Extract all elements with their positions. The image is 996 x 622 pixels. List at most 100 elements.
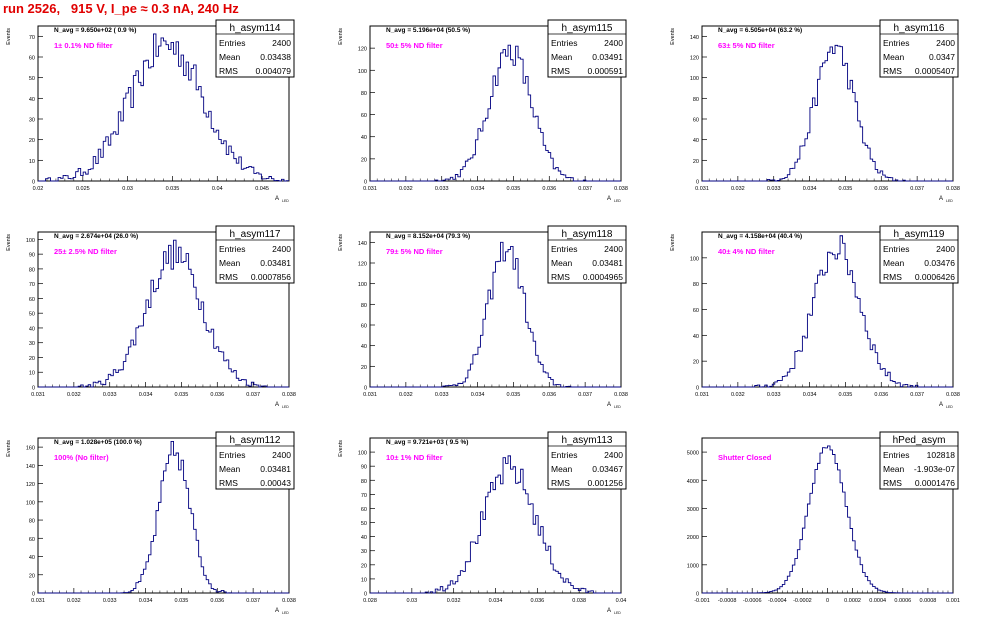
x-tick-label: 0.02 <box>33 186 44 192</box>
x-axis-title-subscript: LED <box>946 405 953 409</box>
y-tick-label: 80 <box>693 97 699 103</box>
n-avg-label: N_avg = 5.196e+04 (50.5 %) <box>386 27 470 34</box>
y-tick-label: 120 <box>358 262 367 268</box>
y-tick-label: 40 <box>693 334 699 340</box>
x-tick-label: -0.001 <box>694 598 710 604</box>
x-tick-label: 0.038 <box>946 186 960 192</box>
stats-value: 0.001256 <box>588 478 624 488</box>
x-tick-label: 0.034 <box>139 598 153 604</box>
x-tick-label: 0.038 <box>572 598 586 604</box>
y-tick-label: 30 <box>361 549 367 555</box>
stats-value: 0.03481 <box>592 258 623 268</box>
y-tick-label: 80 <box>361 479 367 485</box>
y-tick-label: 60 <box>361 113 367 119</box>
stats-label: Mean <box>883 258 905 268</box>
stats-label: RMS <box>883 66 902 76</box>
histogram-name: h_asym115 <box>562 23 613 34</box>
histogram-line <box>38 239 289 388</box>
x-axis-title: A <box>607 196 611 202</box>
y-axis-title: Events <box>670 28 676 45</box>
stats-value: 2400 <box>272 450 291 460</box>
chart-panel-h_asym119: 0 20 40 60 80 100 0.031 0.032 0.033 0.034 0.035 0.0… <box>670 225 960 409</box>
stats-box <box>215 19 295 78</box>
stats-value: 2400 <box>604 38 623 48</box>
x-axis-title-subscript: LED <box>946 199 953 203</box>
y-tick-label: 0 <box>364 180 367 186</box>
x-tick-label: 0.032 <box>731 392 745 398</box>
filter-annotation: 1± 0.1% ND filter <box>54 41 113 50</box>
stats-label: Mean <box>551 464 573 474</box>
x-tick-label: 0.04 <box>616 598 627 604</box>
x-tick-label: 0.033 <box>435 186 449 192</box>
plot-frame <box>369 231 622 388</box>
y-tick-label: 10 <box>361 577 367 583</box>
y-tick-label: 0 <box>32 592 35 598</box>
stats-label: Mean <box>551 258 573 268</box>
n-avg-label: N_avg = 1.028e+05 (100.0 %) <box>54 439 142 446</box>
x-tick-label: 0.03 <box>406 598 417 604</box>
filter-annotation: Shutter Closed <box>718 453 772 462</box>
y-tick-label: 80 <box>693 282 699 288</box>
stats-value: 0.0001476 <box>915 478 955 488</box>
x-tick-label: 0.03 <box>122 186 133 192</box>
x-tick-label: 0.035 <box>175 598 189 604</box>
y-tick-label: 60 <box>693 118 699 124</box>
y-tick-label: 60 <box>693 308 699 314</box>
stats-value: 0.03491 <box>592 52 623 62</box>
y-tick-label: 50 <box>361 521 367 527</box>
x-tick-label: 0.032 <box>399 392 413 398</box>
y-tick-label: 60 <box>29 297 35 303</box>
y-tick-label: 50 <box>29 76 35 82</box>
stats-label: Entries <box>551 38 577 48</box>
plot-frame <box>37 231 290 388</box>
y-tick-label: 40 <box>361 135 367 141</box>
x-tick-label: 0.04 <box>212 186 223 192</box>
x-tick-label: 0.031 <box>31 392 45 398</box>
y-axis-title: Events <box>6 234 12 251</box>
stats-label: RMS <box>551 66 570 76</box>
x-tick-label: 0.031 <box>695 392 709 398</box>
y-axis-title: Events <box>670 234 676 251</box>
x-tick-label: 0.028 <box>363 598 377 604</box>
stats-label: RMS <box>219 478 238 488</box>
histogram-line <box>38 33 289 182</box>
x-tick-label: 0.034 <box>489 598 503 604</box>
y-tick-label: 120 <box>690 56 699 62</box>
histogram-name: h_asym118 <box>562 229 613 240</box>
stats-box <box>879 431 959 490</box>
x-tick-label: 0.033 <box>103 392 117 398</box>
x-tick-label: 0.033 <box>767 186 781 192</box>
stats-value: 0.000591 <box>588 66 624 76</box>
y-tick-label: 30 <box>29 341 35 347</box>
x-tick-label: 0.0002 <box>844 598 861 604</box>
stats-label: Entries <box>551 450 577 460</box>
x-tick-label: -0.0006 <box>743 598 762 604</box>
y-tick-label: 60 <box>29 56 35 62</box>
y-tick-label: 100 <box>358 451 367 457</box>
y-tick-label: 60 <box>361 507 367 513</box>
x-tick-label: 0.034 <box>471 186 485 192</box>
chart-panel-h_asym118: 0 20 40 60 80 100 120 140 0.031 0.032 0.033 0.034 0.… <box>338 225 628 409</box>
y-tick-label: 20 <box>361 563 367 569</box>
y-tick-label: 20 <box>361 157 367 163</box>
y-tick-label: 40 <box>29 555 35 561</box>
y-tick-label: 140 <box>26 464 35 470</box>
stats-value: 0.0005407 <box>915 66 955 76</box>
stats-value: 2400 <box>604 450 623 460</box>
plot-frame <box>369 25 622 182</box>
x-tick-label: 0.032 <box>731 186 745 192</box>
x-tick-label: 0.037 <box>578 392 592 398</box>
filter-annotation: 63± 5% ND filter <box>718 41 775 50</box>
x-tick-label: 0.035 <box>175 392 189 398</box>
stats-label: Entries <box>883 38 909 48</box>
stats-label: Entries <box>551 244 577 254</box>
y-tick-label: 2000 <box>687 535 699 541</box>
histogram-line <box>38 440 289 594</box>
histogram-name: hPed_asym <box>893 435 946 446</box>
y-tick-label: 20 <box>693 360 699 366</box>
histogram-name: h_asym113 <box>562 435 613 446</box>
x-tick-label: 0.037 <box>910 392 924 398</box>
y-tick-label: 20 <box>693 159 699 165</box>
x-axis-title-subscript: LED <box>282 611 289 615</box>
y-tick-label: 100 <box>690 76 699 82</box>
